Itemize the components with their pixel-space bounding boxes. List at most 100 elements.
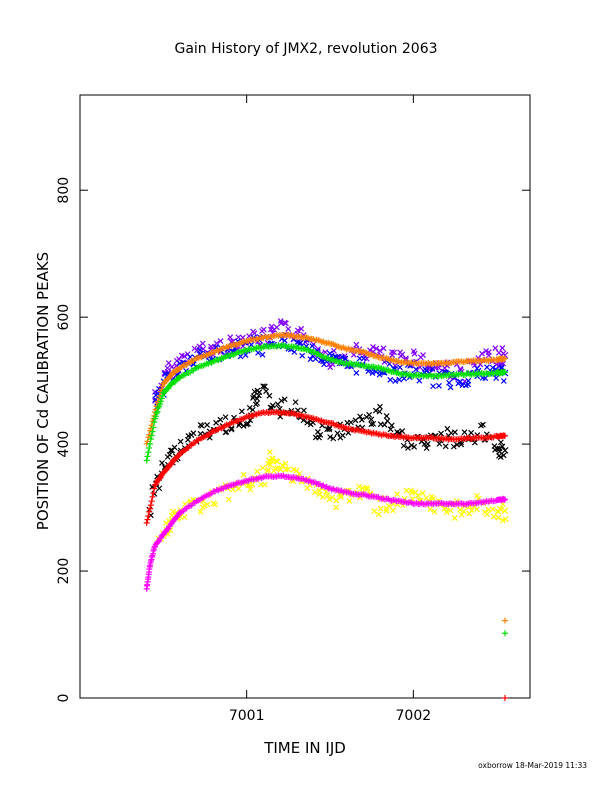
data-point	[199, 340, 206, 347]
data-point	[364, 485, 371, 492]
data-point	[269, 455, 276, 462]
data-point	[429, 365, 436, 372]
data-point	[474, 492, 480, 499]
data-point	[447, 507, 454, 514]
data-point	[225, 496, 232, 503]
data-point	[240, 471, 247, 478]
data-point	[346, 497, 353, 504]
data-point	[204, 501, 211, 508]
data-point	[479, 350, 485, 357]
data-point	[392, 378, 399, 384]
data-point	[410, 348, 417, 355]
data-point	[387, 376, 394, 383]
data-point	[316, 487, 323, 494]
data-point	[282, 320, 289, 327]
data-point	[368, 416, 375, 423]
data-point	[263, 388, 270, 395]
data-point	[277, 318, 284, 324]
data-point	[409, 496, 416, 503]
data-point	[424, 440, 431, 447]
x-axis-label: TIME IN IJD	[263, 739, 346, 757]
data-point	[181, 514, 188, 521]
data-point	[260, 383, 267, 390]
data-point	[259, 351, 266, 358]
data-point	[495, 514, 502, 521]
data-point	[236, 422, 242, 429]
data-point	[385, 503, 392, 509]
data-point	[223, 429, 230, 435]
data-point	[458, 511, 465, 518]
data-point	[397, 364, 403, 371]
data-point	[431, 508, 438, 515]
data-point	[502, 432, 508, 439]
data-point	[457, 506, 463, 513]
data-point	[261, 383, 268, 390]
data-point	[247, 486, 254, 493]
data-point	[498, 364, 505, 371]
x-tick-label: 7001	[229, 708, 265, 724]
data-point	[315, 345, 322, 352]
data-point	[401, 375, 408, 382]
data-point	[326, 424, 333, 431]
data-point	[273, 324, 280, 331]
data-point	[294, 327, 301, 334]
axis-ticks: 0 200 400 600 800 7001 7002	[56, 95, 530, 724]
data-point	[235, 485, 242, 492]
y-axis-label: POSITION OF Cd CALIBRATION PEAKS	[34, 252, 52, 530]
data-point	[256, 389, 263, 396]
data-point	[384, 417, 391, 424]
data-point	[376, 371, 383, 378]
data-point	[146, 508, 153, 515]
data-point	[274, 458, 281, 465]
data-point	[353, 341, 360, 348]
data-point	[502, 369, 508, 376]
data-point	[198, 422, 205, 429]
data-point	[157, 398, 164, 405]
data-point	[266, 392, 273, 399]
data-marks	[143, 318, 509, 701]
data-point	[403, 355, 409, 362]
data-point	[333, 504, 340, 511]
data-point	[436, 440, 443, 447]
data-point	[370, 343, 376, 350]
data-point	[155, 538, 162, 545]
data-point	[327, 434, 334, 440]
data-point	[329, 361, 336, 368]
data-point	[468, 429, 475, 436]
data-point	[334, 430, 341, 437]
data-point	[150, 490, 157, 497]
data-point	[419, 490, 426, 497]
data-point	[150, 424, 157, 431]
data-point	[309, 343, 316, 349]
data-point	[468, 507, 475, 514]
data-point	[413, 366, 419, 373]
data-point	[500, 452, 507, 459]
data-point	[411, 443, 418, 450]
data-point	[436, 370, 443, 376]
data-point	[371, 508, 378, 515]
data-point	[254, 400, 260, 407]
data-point	[292, 399, 299, 406]
data-point	[387, 426, 394, 433]
data-point	[405, 445, 411, 451]
data-point	[442, 504, 449, 511]
data-point	[366, 411, 373, 418]
data-point	[451, 515, 458, 521]
data-point	[492, 345, 499, 352]
data-point	[447, 384, 454, 391]
data-point	[458, 439, 464, 446]
data-point	[420, 352, 426, 358]
data-point	[279, 462, 286, 469]
y-tick-label: 800	[56, 177, 72, 204]
data-point	[375, 511, 382, 518]
data-point	[143, 457, 150, 464]
data-point	[377, 505, 384, 512]
data-point	[249, 481, 256, 488]
data-point	[227, 334, 234, 341]
data-point	[388, 422, 395, 429]
data-point	[143, 519, 150, 526]
data-point	[427, 506, 434, 513]
data-point	[265, 466, 272, 473]
data-point	[356, 483, 362, 490]
